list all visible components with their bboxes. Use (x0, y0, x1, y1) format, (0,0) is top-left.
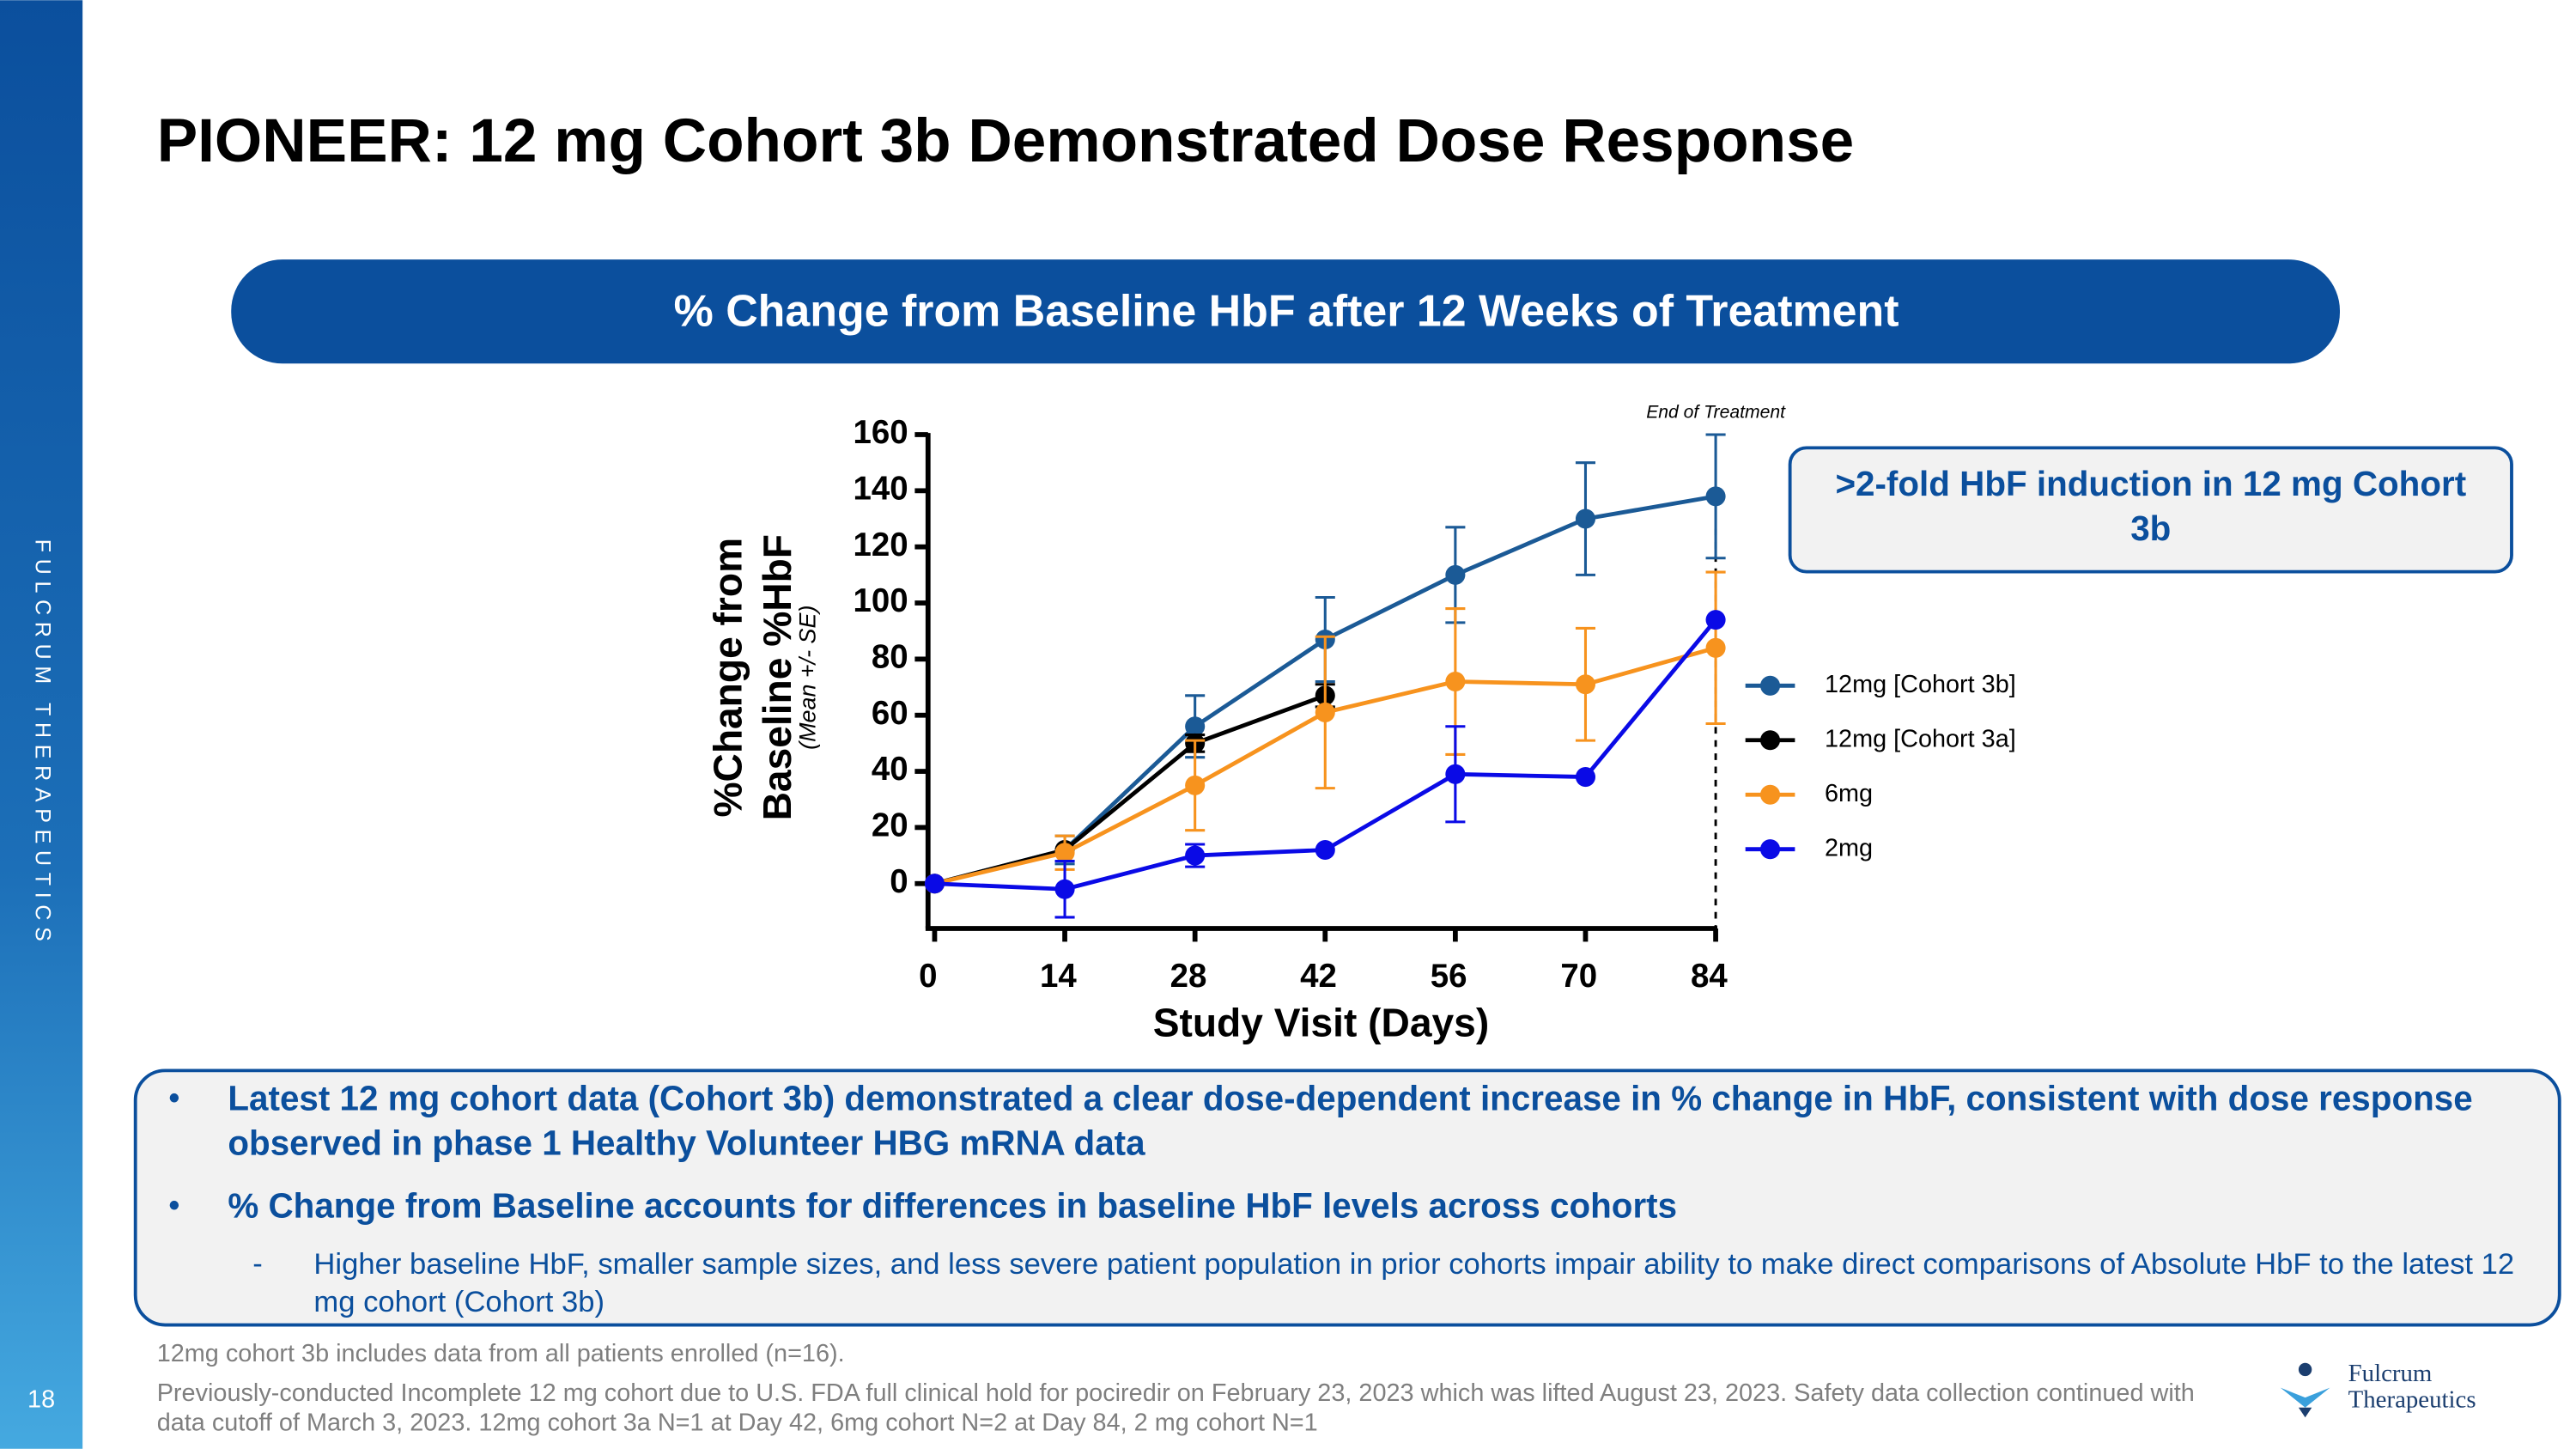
data-point (1705, 637, 1726, 658)
y-tick-label: 80 (872, 639, 908, 676)
footnote-text: Previously-conducted Incomplete 12 mg co… (156, 1379, 2195, 1438)
y-tick-label: 0 (890, 863, 908, 900)
y-axis-note: (Mean +/- SE) (794, 606, 820, 750)
y-tick-label: 40 (872, 751, 908, 788)
banner-text: % Change from Baseline HbF after 12 Week… (674, 286, 1899, 336)
page-number: 18 (27, 1386, 55, 1414)
bullet-2: % Change from Baseline accounts for diff… (228, 1187, 1678, 1227)
callout-box (1788, 446, 2513, 574)
footnote-2: Previously-conducted Incomplete 12 mg co… (156, 1379, 2195, 1438)
data-point (1185, 845, 1206, 866)
data-point (1445, 671, 1466, 692)
bullet-text: % Change from Baseline accounts for diff… (228, 1187, 1678, 1227)
annotation: End of Treatment (1646, 403, 1786, 423)
x-tick-label: 84 (1691, 958, 1728, 995)
legend-label: 12mg [Cohort 3a] (1825, 725, 2016, 752)
logo-text: Fulcrum Therapeutics (2348, 1361, 2476, 1415)
data-point (1185, 775, 1206, 795)
callout: >2-fold HbF induction in 12 mg Cohort 3b (1835, 466, 2467, 549)
bullet-dot: • (168, 1187, 179, 1224)
sub-bullet-dash: - (252, 1247, 263, 1280)
bullet-1: Latest 12 mg cohort data (Cohort 3b) dem… (228, 1080, 2473, 1164)
legend-marker (1760, 839, 1781, 860)
legend-label: 2mg (1825, 834, 1873, 861)
logo-icon (2280, 1362, 2330, 1418)
data-point (1315, 702, 1335, 722)
chart: 0 20 40 60 80 100 120 140 160 0 14 28 42 56 70 84 12mg [… (854, 414, 2016, 995)
callout-text: >2-fold HbF induction in 12 mg Cohort 3b (1835, 466, 2467, 549)
y-tick-label: 60 (872, 695, 908, 732)
data-point (1575, 508, 1596, 529)
y-tick-label: 20 (872, 807, 908, 844)
legend-marker (1760, 784, 1781, 805)
data-point (1575, 767, 1596, 788)
footnote-text: 12mg cohort 3b includes data from all pa… (156, 1339, 845, 1368)
data-point (1445, 764, 1466, 784)
sub-bullet-text: Higher baseline HbF, smaller sample size… (313, 1247, 2515, 1318)
x-tick-label: 28 (1170, 958, 1207, 995)
legend-marker (1760, 675, 1781, 696)
y-tick-label: 160 (854, 414, 908, 451)
data-point (1054, 879, 1075, 899)
legend-marker (1760, 730, 1781, 751)
logo: Fulcrum Therapeutics (2348, 1361, 2476, 1415)
legend-label: 12mg [Cohort 3b] (1825, 671, 2016, 698)
legend-label: 6mg (1825, 780, 1873, 807)
y-tick-label: 140 (854, 470, 908, 507)
y-axis-label: %Change from Baseline %HbF (707, 533, 801, 821)
banner (231, 259, 2341, 364)
bullet-text: Latest 12 mg cohort data (Cohort 3b) dem… (228, 1080, 2473, 1164)
sub-bullet: Higher baseline HbF, smaller sample size… (313, 1247, 2515, 1318)
data-point (1445, 564, 1466, 585)
data-point (1705, 610, 1726, 630)
data-point (1054, 843, 1075, 863)
sidebar-text: FULCRUM THERAPEUTICS (30, 539, 54, 948)
x-tick-label: 70 (1560, 958, 1597, 995)
footnote-1: 12mg cohort 3b includes data from all pa… (156, 1339, 845, 1368)
x-tick-label: 56 (1431, 958, 1467, 995)
y-tick-label: 100 (854, 582, 908, 619)
x-tick-label: 42 (1300, 958, 1337, 995)
x-tick-label: 14 (1040, 958, 1077, 995)
data-point (1185, 716, 1206, 737)
y-axis-label-box: %Change from Baseline %HbF (707, 533, 801, 821)
data-point (1575, 674, 1596, 695)
y-tick-label: 120 (854, 527, 908, 563)
sidebar (0, 0, 83, 1449)
slide-title: PIONEER: 12 mg Cohort 3b Demonstrated Do… (157, 107, 1855, 175)
x-axis-label: Study Visit (Days) (1153, 1001, 1489, 1045)
bullet-box (133, 1068, 2561, 1327)
data-point (924, 874, 945, 894)
data-point (1705, 486, 1726, 507)
data-point (1315, 839, 1335, 861)
x-tick-label: 0 (919, 958, 937, 995)
y-axis-label-group: %Change from Baseline %HbF (707, 533, 801, 821)
bullet-dot: • (168, 1080, 179, 1117)
